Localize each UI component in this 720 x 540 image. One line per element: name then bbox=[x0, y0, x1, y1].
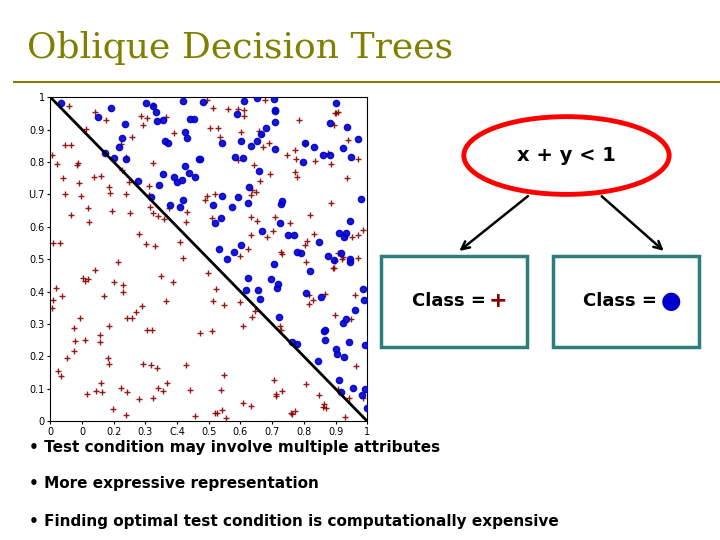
FancyBboxPatch shape bbox=[381, 256, 527, 347]
Ellipse shape bbox=[464, 117, 669, 194]
FancyBboxPatch shape bbox=[553, 256, 699, 347]
Text: • Finding optimal test condition is computationally expensive: • Finding optimal test condition is comp… bbox=[29, 515, 558, 529]
Text: +: + bbox=[489, 291, 508, 312]
Text: • Test condition may involve multiple attributes: • Test condition may involve multiple at… bbox=[29, 440, 440, 455]
Text: • More expressive representation: • More expressive representation bbox=[29, 476, 318, 491]
Text: Oblique Decision Trees: Oblique Decision Trees bbox=[27, 31, 453, 64]
Text: Class =: Class = bbox=[583, 292, 663, 310]
Text: x + y < 1: x + y < 1 bbox=[517, 146, 616, 165]
Text: Class =: Class = bbox=[413, 292, 492, 310]
Text: ●: ● bbox=[661, 289, 682, 313]
